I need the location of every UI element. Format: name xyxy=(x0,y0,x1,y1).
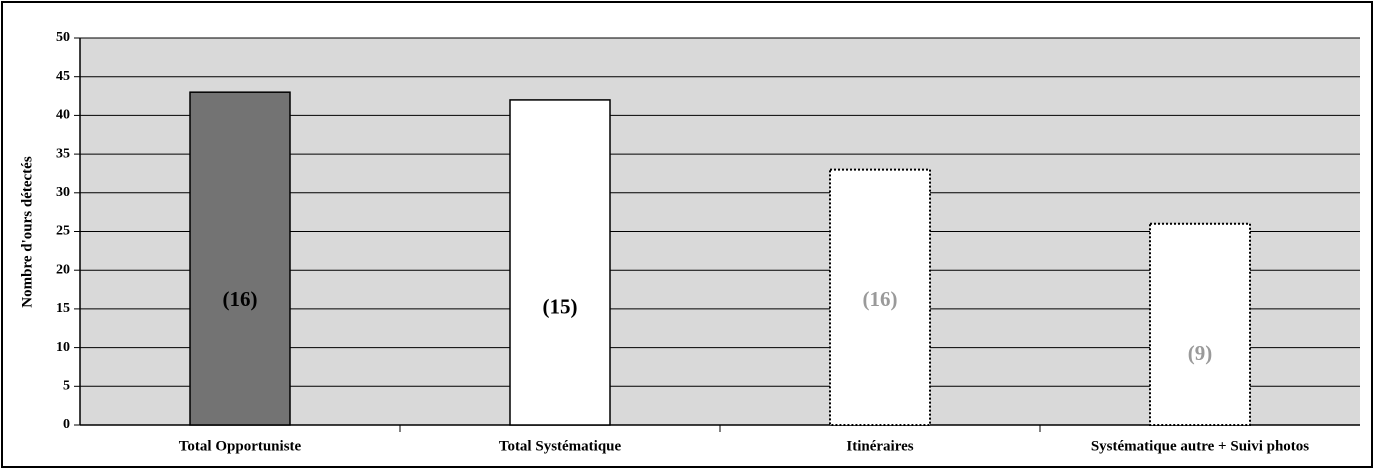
y-tick-label: 0 xyxy=(63,417,70,432)
x-tick-label: Systématique autre + Suivi photos xyxy=(1091,438,1309,454)
y-tick-label: 50 xyxy=(56,30,70,45)
y-tick-label: 20 xyxy=(56,262,70,277)
y-tick-label: 30 xyxy=(56,185,70,200)
bar-annotation: (9) xyxy=(1188,341,1213,365)
x-tick-label: Itinéraires xyxy=(846,438,913,454)
bar-annotation: (16) xyxy=(863,287,898,311)
y-tick-label: 25 xyxy=(56,224,70,239)
bar-annotation: (16) xyxy=(223,287,258,311)
y-tick-label: 15 xyxy=(56,301,70,316)
y-tick-label: 45 xyxy=(56,69,70,84)
bar-annotation: (15) xyxy=(543,295,578,319)
y-axis-title: Nombre d'ours détectés xyxy=(19,156,35,308)
x-tick-label: Total Systématique xyxy=(499,438,622,454)
y-tick-label: 40 xyxy=(56,108,70,123)
bar xyxy=(829,168,931,426)
y-tick-label: 5 xyxy=(63,379,70,394)
bar xyxy=(509,99,611,426)
bar xyxy=(1149,222,1251,426)
y-tick-label: 35 xyxy=(56,146,70,161)
y-tick-label: 10 xyxy=(56,340,70,355)
bar xyxy=(189,91,291,426)
x-tick-label: Total Opportuniste xyxy=(179,438,302,454)
